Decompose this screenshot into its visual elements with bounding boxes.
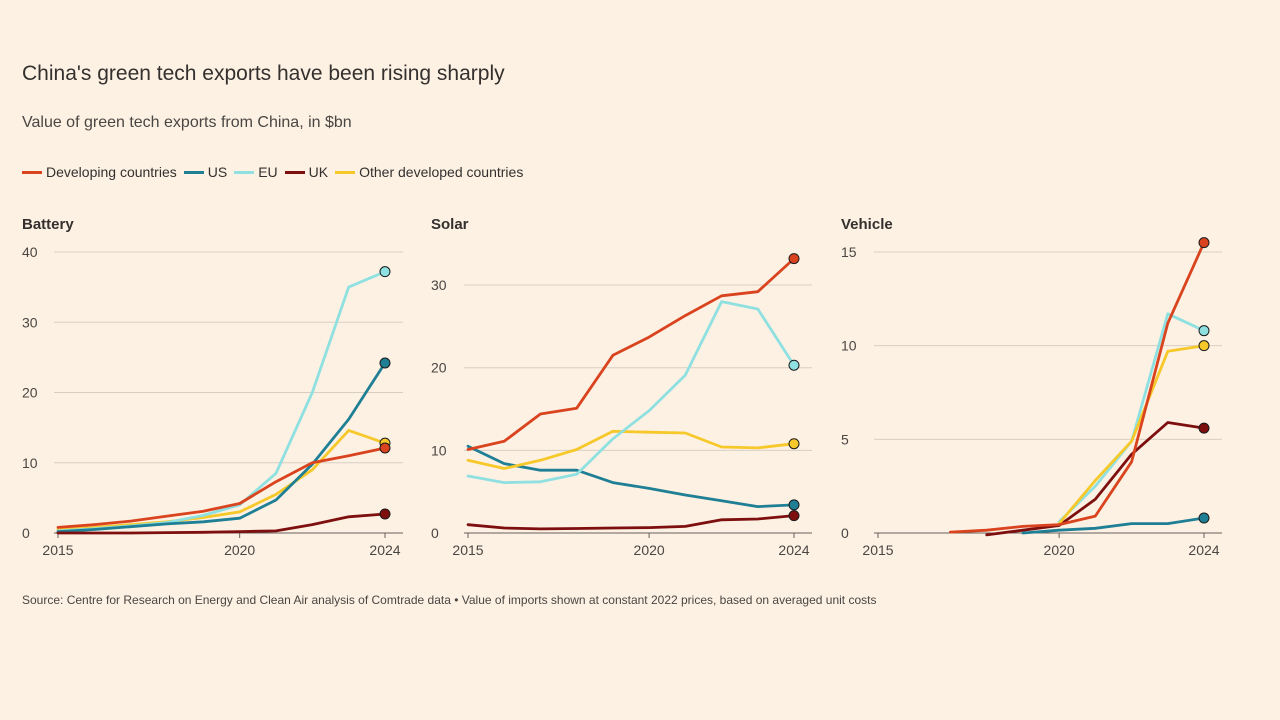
legend-label-eu: EU — [258, 164, 278, 180]
series-endpoint-us — [379, 357, 391, 369]
y-tick-label: 30 — [431, 277, 447, 293]
series-endpoint-other-developed-countries — [1198, 340, 1210, 352]
series-line-us — [466, 444, 796, 509]
legend-item-developing: Developing countries — [22, 164, 177, 180]
legend-label-us: US — [207, 164, 228, 180]
series-line-other-developed-countries — [56, 428, 387, 531]
x-tick-label: 2015 — [452, 542, 483, 558]
x-tick-label: 2020 — [1044, 542, 1075, 558]
legend-swatch-other-developed — [335, 170, 356, 174]
legend-item-eu: EU — [234, 164, 278, 180]
series-endpoint-eu — [1198, 325, 1210, 337]
series-line-uk — [985, 421, 1206, 537]
y-tick-label: 10 — [841, 338, 857, 354]
series-line-eu — [1057, 312, 1206, 524]
legend-label-uk: UK — [308, 164, 329, 180]
panel-title-solar: Solar — [431, 216, 469, 233]
series-endpoint-uk — [788, 510, 800, 522]
series-endpoint-eu — [379, 266, 391, 278]
y-tick-label: 40 — [22, 244, 38, 260]
chart-subtitle: Value of green tech exports from China, … — [22, 114, 352, 131]
series-endpoint-us — [1198, 512, 1210, 524]
chart-title: China's green tech exports have been ris… — [22, 62, 505, 85]
series-endpoint-uk — [379, 508, 391, 520]
series-line-uk — [56, 512, 387, 535]
y-tick-label: 20 — [22, 385, 38, 401]
y-tick-label: 0 — [431, 525, 439, 541]
series-endpoint-developing-countries — [1198, 237, 1210, 249]
x-tick-label: 2024 — [1188, 542, 1219, 558]
series-line-developing-countries — [56, 446, 387, 529]
series-endpoint-us — [788, 499, 800, 511]
series-line-uk — [466, 514, 796, 531]
x-tick-label: 2020 — [224, 542, 255, 558]
legend-label-other-developed: Other developed countries — [359, 164, 524, 180]
series-line-us — [56, 361, 387, 533]
series-line-us — [1021, 516, 1206, 535]
series-line-eu — [466, 300, 796, 485]
legend-label-developing: Developing countries — [46, 164, 177, 180]
legend-swatch-uk — [284, 170, 305, 174]
legend-item-other-developed: Other developed countries — [335, 164, 523, 180]
series-endpoint-developing-countries — [379, 442, 391, 454]
panel-vehicle: Vehicle 0 5 10 15 2015 2020 2024 — [841, 216, 1222, 558]
series-endpoint-eu — [788, 359, 800, 371]
y-tick-label: 0 — [841, 525, 849, 541]
x-tick-label: 2015 — [862, 542, 893, 558]
series-line-eu — [56, 270, 387, 533]
legend-item-us: US — [183, 164, 228, 180]
y-tick-label: 30 — [22, 314, 38, 330]
panel-battery: Battery 0 10 20 30 40 2015 2020 2024 — [22, 216, 403, 558]
series-endpoint-uk — [1198, 422, 1210, 434]
x-tick-label: 2015 — [42, 542, 73, 558]
x-tick-label: 2020 — [634, 542, 665, 558]
series-endpoint-developing-countries — [788, 253, 800, 265]
series-line-other-developed-countries — [1057, 344, 1206, 525]
x-tick-label: 2024 — [369, 542, 400, 558]
legend: Developing countries US EU UK Other deve… — [22, 164, 530, 180]
panel-title-vehicle: Vehicle — [841, 216, 893, 233]
series-line-developing-countries — [949, 241, 1206, 534]
y-tick-label: 10 — [431, 442, 447, 458]
panel-solar: Solar 0 10 20 30 2015 2020 2024 — [431, 216, 812, 558]
series-line-developing-countries — [466, 257, 796, 451]
legend-swatch-developing — [22, 170, 42, 174]
y-tick-label: 10 — [22, 455, 38, 471]
series-endpoint-other-developed-countries — [788, 438, 800, 450]
series-line-other-developed-countries — [466, 429, 796, 470]
x-tick-label: 2024 — [778, 542, 809, 558]
legend-swatch-eu — [234, 170, 255, 174]
legend-swatch-us — [183, 170, 204, 174]
source-note: Source: Centre for Research on Energy an… — [22, 593, 877, 607]
panel-title-battery: Battery — [22, 216, 74, 233]
y-tick-label: 20 — [431, 360, 447, 376]
y-tick-label: 5 — [841, 431, 849, 447]
y-tick-label: 0 — [22, 525, 30, 541]
legend-item-uk: UK — [284, 164, 329, 180]
y-tick-label: 15 — [841, 244, 857, 260]
